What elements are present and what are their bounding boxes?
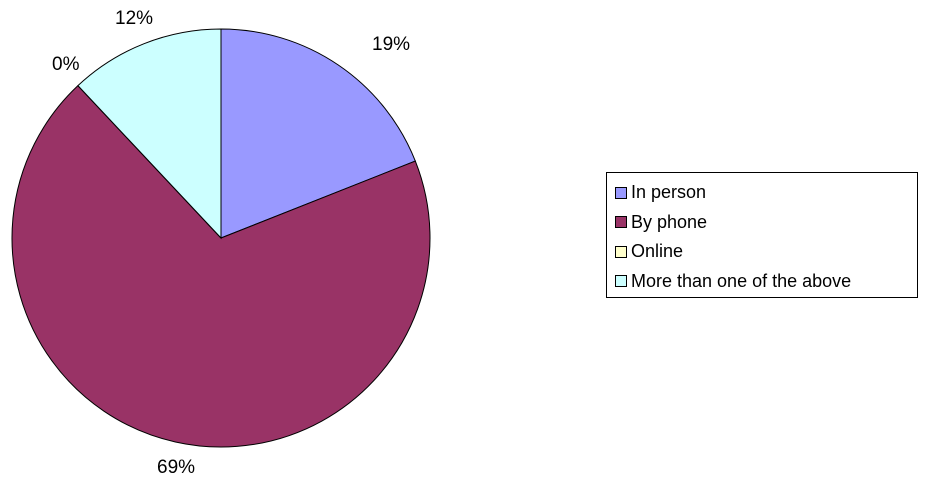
- legend-label: By phone: [631, 211, 708, 232]
- legend-swatch-by-phone: [615, 216, 627, 229]
- data-label-by-phone: 69%: [157, 457, 195, 478]
- pie-labels: 19% 69% 0% 12%: [52, 8, 410, 478]
- pie-slice-in-person: [220, 28, 416, 239]
- legend-item-in-person: In person: [615, 178, 917, 208]
- legend-item-more-than-one-of-the-above: More than one of the above: [615, 267, 917, 297]
- legend-label: More than one of the above: [631, 270, 852, 291]
- legend: In person By phone Online More than one of …: [606, 172, 918, 298]
- legend-item-by-phone: By phone: [615, 208, 917, 238]
- legend-label: In person: [631, 182, 707, 203]
- pie-slice-more-than-one-of-the-above: [77, 28, 222, 240]
- pie-slices: [11, 28, 431, 448]
- legend-swatch-online: [615, 245, 627, 258]
- data-label-more-than-one-of-the-above: 12%: [115, 8, 153, 29]
- legend-item-online: Online: [615, 237, 917, 267]
- legend-label: Online: [631, 241, 684, 262]
- legend-swatch-in-person: [615, 186, 627, 199]
- legend-swatch-more-than-one-of-the-above: [615, 275, 627, 288]
- data-label-online: 0%: [52, 54, 80, 75]
- data-label-in-person: 19%: [372, 34, 410, 55]
- pie-slice-by-phone: [11, 84, 431, 448]
